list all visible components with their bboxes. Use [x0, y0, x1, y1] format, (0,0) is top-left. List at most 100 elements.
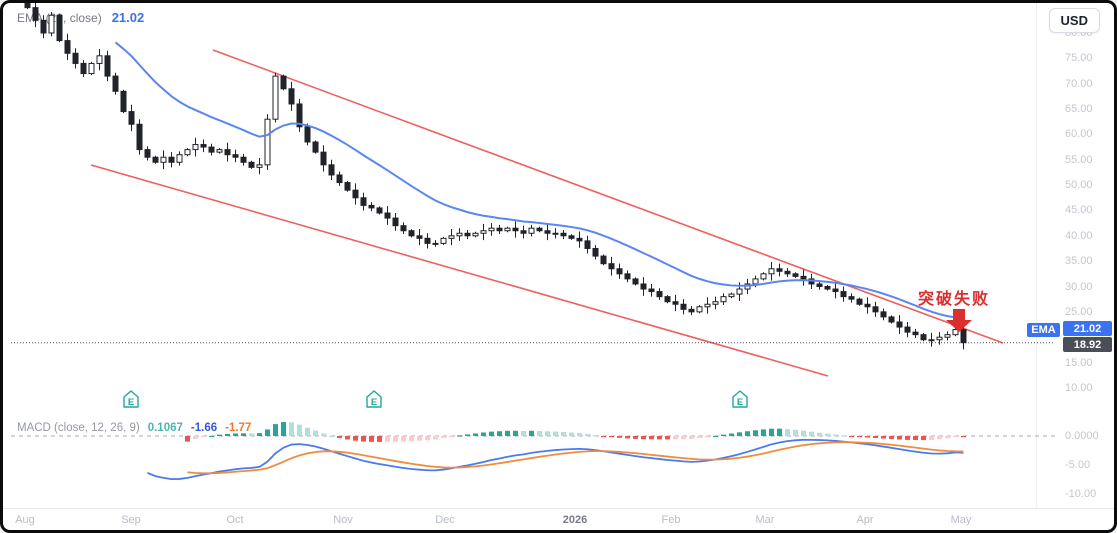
channel-trendline[interactable]: [212, 49, 1004, 344]
candlestick: [264, 118, 271, 166]
macd-histogram-bar: [201, 436, 206, 438]
candlestick: [872, 306, 879, 313]
down-arrow-icon: [946, 309, 972, 332]
macd-histogram-bar: [257, 433, 262, 436]
macd-histogram-bar: [769, 428, 774, 436]
candlestick: [472, 232, 479, 237]
candlestick: [136, 123, 143, 151]
macd-histogram-bar: [297, 424, 302, 436]
macd-indicator-legend[interactable]: MACD (close, 12, 26, 9) 0.1067 -1.66 -1.…: [17, 422, 251, 434]
candlestick: [56, 14, 63, 42]
candlestick: [408, 230, 415, 237]
candlestick: [64, 40, 71, 54]
macd-histogram-bar: [873, 436, 878, 439]
candlestick: [280, 75, 287, 90]
macd-histogram-bar: [209, 435, 214, 438]
currency-toggle-button[interactable]: USD: [1048, 8, 1100, 33]
macd-histogram-bar: [745, 431, 750, 436]
macd-line-value: -1.66: [190, 422, 218, 434]
macd-histogram-bar: [433, 436, 438, 440]
macd-histogram-bar: [801, 430, 806, 436]
macd-histogram-bar: [465, 434, 470, 436]
candlestick: [696, 306, 703, 313]
macd-histogram-bar: [809, 431, 814, 436]
candlestick: [800, 275, 807, 280]
earnings-badge-letter: E: [371, 397, 377, 408]
candlestick: [160, 156, 167, 163]
macd-histogram-bar: [321, 433, 326, 436]
candlestick: [792, 273, 799, 277]
candlestick: [208, 146, 215, 153]
macd-histogram-bar: [857, 436, 862, 438]
ema-line[interactable]: [114, 41, 964, 321]
macd-histogram-bar: [193, 436, 198, 440]
candlestick: [344, 182, 351, 191]
candlestick: [632, 278, 639, 285]
candlestick: [200, 144, 207, 148]
macd-histogram-bar: [697, 436, 702, 439]
macd-histogram-bar: [529, 430, 534, 436]
macd-histogram-bar: [337, 436, 342, 438]
candlestick: [304, 126, 311, 143]
macd-histogram-bar: [953, 436, 958, 438]
candlestick: [120, 90, 127, 113]
candlestick: [128, 111, 135, 125]
candlestick: [664, 296, 671, 303]
candlestick: [544, 230, 551, 234]
macd-histogram-bar: [705, 436, 710, 438]
macd-histogram-bar: [249, 433, 254, 436]
candlestick: [648, 288, 655, 293]
macd-histogram-bar: [489, 431, 494, 436]
macd-hist-value: 0.1067: [147, 422, 183, 434]
candlestick: [656, 291, 663, 298]
candlestick: [904, 326, 911, 333]
macd-histogram-bar: [753, 430, 758, 436]
macd-histogram-bar: [329, 435, 334, 438]
candlestick: [720, 296, 727, 303]
macd-histogram-bar: [633, 436, 638, 439]
macd-histogram-bar: [641, 436, 646, 440]
candlestick: [832, 288, 839, 293]
macd-histogram-bar: [681, 436, 686, 440]
breakout-failure-annotation: 突破失败: [918, 291, 991, 308]
candlestick: [104, 55, 111, 77]
channel-trendline[interactable]: [90, 164, 829, 377]
earnings-marker[interactable]: E: [732, 390, 748, 408]
candlestick: [480, 230, 487, 234]
macd-histogram-bar: [521, 430, 526, 436]
candlestick: [680, 303, 687, 310]
candlestick: [496, 227, 503, 232]
earnings-badge-shape: [366, 390, 382, 408]
earnings-badge-shape: [123, 390, 139, 408]
candlestick: [504, 227, 511, 232]
macd-histogram-bar: [393, 436, 398, 442]
candlestick: [616, 268, 623, 275]
candlestick: [952, 329, 959, 336]
candlestick: [424, 237, 431, 244]
candlestick: [80, 62, 87, 75]
macd-histogram-bar: [665, 436, 670, 440]
candlestick: [248, 161, 255, 168]
candlestick: [272, 75, 279, 120]
macd-histogram-bar: [905, 436, 910, 440]
macd-histogram-bar: [585, 433, 590, 436]
candlestick: [448, 235, 455, 239]
candlestick: [784, 270, 791, 275]
candlestick: [576, 237, 583, 242]
candlestick: [336, 174, 343, 184]
candlestick: [728, 293, 735, 298]
macd-histogram-bar: [761, 429, 766, 436]
earnings-marker[interactable]: E: [123, 390, 139, 408]
macd-histogram-bar: [897, 436, 902, 440]
macd-histogram-bar: [929, 436, 934, 440]
candlestick: [816, 283, 823, 287]
macd-line: [147, 438, 964, 481]
macd-histogram-bar: [233, 433, 238, 436]
earnings-marker[interactable]: E: [366, 390, 382, 408]
macd-histogram-bar: [481, 432, 486, 436]
macd-histogram-bar: [881, 436, 886, 439]
ema-legend-value: 21.02: [111, 10, 145, 25]
macd-histogram-bar: [425, 436, 430, 441]
